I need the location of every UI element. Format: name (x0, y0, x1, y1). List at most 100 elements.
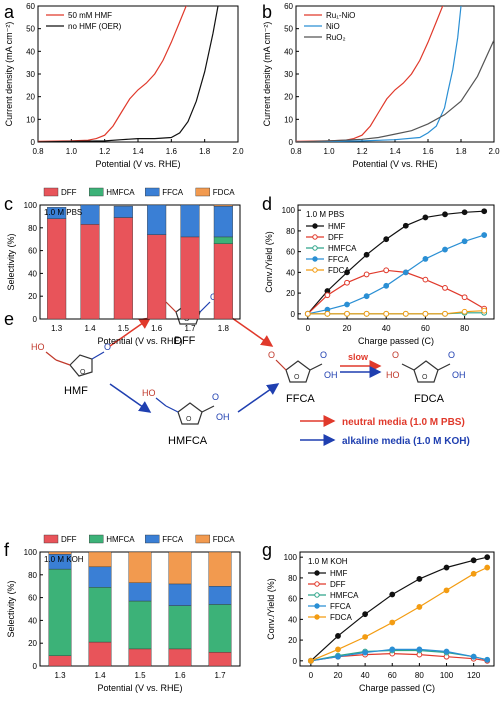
data-point (363, 271, 370, 278)
bar-segment (80, 204, 100, 225)
data-point (461, 209, 468, 216)
y-axis-title: Selectivity (%) (6, 580, 16, 637)
condition-label: 1.0 M PBS (44, 208, 82, 217)
x-tick-label: 120 (467, 671, 481, 680)
y-tick-label: 40 (28, 616, 37, 625)
bar-segment (180, 204, 200, 238)
hmfca-o-top: O (212, 392, 219, 402)
data-point (383, 310, 390, 317)
bar-segment (168, 583, 192, 606)
bar-segment (213, 243, 233, 320)
bar-segment (213, 205, 233, 238)
data-point (422, 255, 429, 262)
hmf-label: HMF (64, 385, 88, 397)
y-axis-title: Conv./Yield (%) (266, 578, 276, 640)
x-tick-label: 80 (415, 671, 424, 680)
legend-label: NiO (326, 22, 340, 31)
data-point (416, 576, 423, 582)
panel-b: b Potential (V vs. RHE) Current density (m… (262, 2, 500, 169)
legend-label: DFF (330, 580, 346, 589)
y-tick-label: 60 (26, 2, 35, 11)
y-tick-label: 60 (28, 594, 37, 603)
bar-segment (47, 218, 67, 320)
fdca-label: FDCA (414, 393, 445, 405)
dff-o-right: O (210, 292, 217, 302)
bar-segment (168, 605, 192, 650)
data-point (389, 619, 396, 626)
y-axis-title: Current density (mA cm⁻²) (4, 22, 14, 127)
x-tick-label: 1.7 (214, 671, 226, 680)
legend-swatch (195, 534, 211, 544)
series-line-no HMF (OER) (38, 6, 219, 142)
x-tick-label: 1.8 (218, 324, 230, 333)
bar-segment (128, 582, 152, 602)
x-axis-title: Potential (V vs. RHE) (95, 159, 180, 169)
y-tick-label: 80 (28, 224, 37, 233)
x-tick-label: 1.2 (99, 147, 111, 156)
legend-label: FFCA (330, 602, 352, 611)
legend-label: Ru₁-NiO (326, 11, 355, 20)
x-tick-label: 40 (361, 671, 370, 680)
arrow-dff-to-ffca (231, 317, 274, 347)
fdca-o-left: O (392, 350, 399, 360)
x-tick-label: 1.5 (118, 324, 130, 333)
legend-label: HMFCA (106, 188, 135, 197)
legend-label: FDCA (330, 613, 352, 622)
data-point (383, 282, 390, 289)
y-tick-label: 60 (288, 595, 297, 604)
bar-segment (48, 655, 72, 667)
legend-marker (314, 614, 320, 620)
data-point (461, 294, 468, 301)
y-tick-label: 20 (284, 93, 293, 102)
series-line-50 mM HMF (38, 6, 187, 142)
data-point (383, 236, 390, 243)
series-line-FDCA (307, 310, 485, 315)
legend-swatch (195, 187, 211, 197)
data-point (402, 269, 409, 276)
data-point (481, 232, 488, 238)
legend-marker (312, 245, 318, 251)
panel-label-a: a (4, 2, 15, 22)
legend-marker (312, 267, 318, 273)
panel-c: c Potential (V vs. RHE) Selectivity (%) 0 20… (4, 187, 241, 346)
y-tick-label: 60 (284, 2, 293, 11)
fdca-ho: HO (386, 370, 400, 380)
data-point (443, 587, 450, 594)
x-tick-label: 1.7 (184, 324, 196, 333)
legend-label: DFF (328, 233, 344, 242)
legend-label: DFF (61, 188, 77, 197)
data-point (324, 292, 331, 299)
data-point (389, 646, 396, 653)
legend-label: HMF (328, 222, 345, 231)
data-point (362, 611, 369, 618)
data-point (422, 310, 429, 317)
data-point (422, 276, 429, 283)
bar-segment (128, 648, 152, 667)
data-point (443, 564, 450, 571)
hmfca-label: HMFCA (168, 435, 208, 447)
y-tick-label: 80 (286, 227, 295, 236)
data-point (442, 310, 448, 317)
x-tick-label: 1.8 (455, 147, 467, 156)
bar-segment (88, 551, 112, 568)
x-tick-label: 2.0 (488, 147, 500, 156)
slow-label: slow (348, 352, 369, 362)
panel-label-c: c (4, 194, 13, 214)
series-line-FDCA (310, 566, 488, 662)
data-point (389, 591, 396, 598)
plot-frame (39, 204, 241, 320)
y-tick-label: 20 (288, 636, 297, 645)
fdca-ring-o: O (422, 374, 428, 381)
bar-segment (208, 652, 232, 667)
bar-segment (147, 234, 167, 320)
dff-label: DFF (174, 335, 196, 347)
hmfca-ring-o: O (186, 416, 192, 423)
data-point (362, 649, 369, 656)
bar-segment (88, 587, 112, 643)
y-tick-label: 100 (282, 206, 296, 215)
fdca-molecule: O HO O OH O FDCA (386, 350, 466, 405)
y-tick-label: 40 (288, 615, 297, 624)
fdca-o-right: O (448, 350, 455, 360)
data-point (344, 310, 350, 317)
hmfca-molecule: HO O OH O HMFCA (142, 388, 230, 447)
